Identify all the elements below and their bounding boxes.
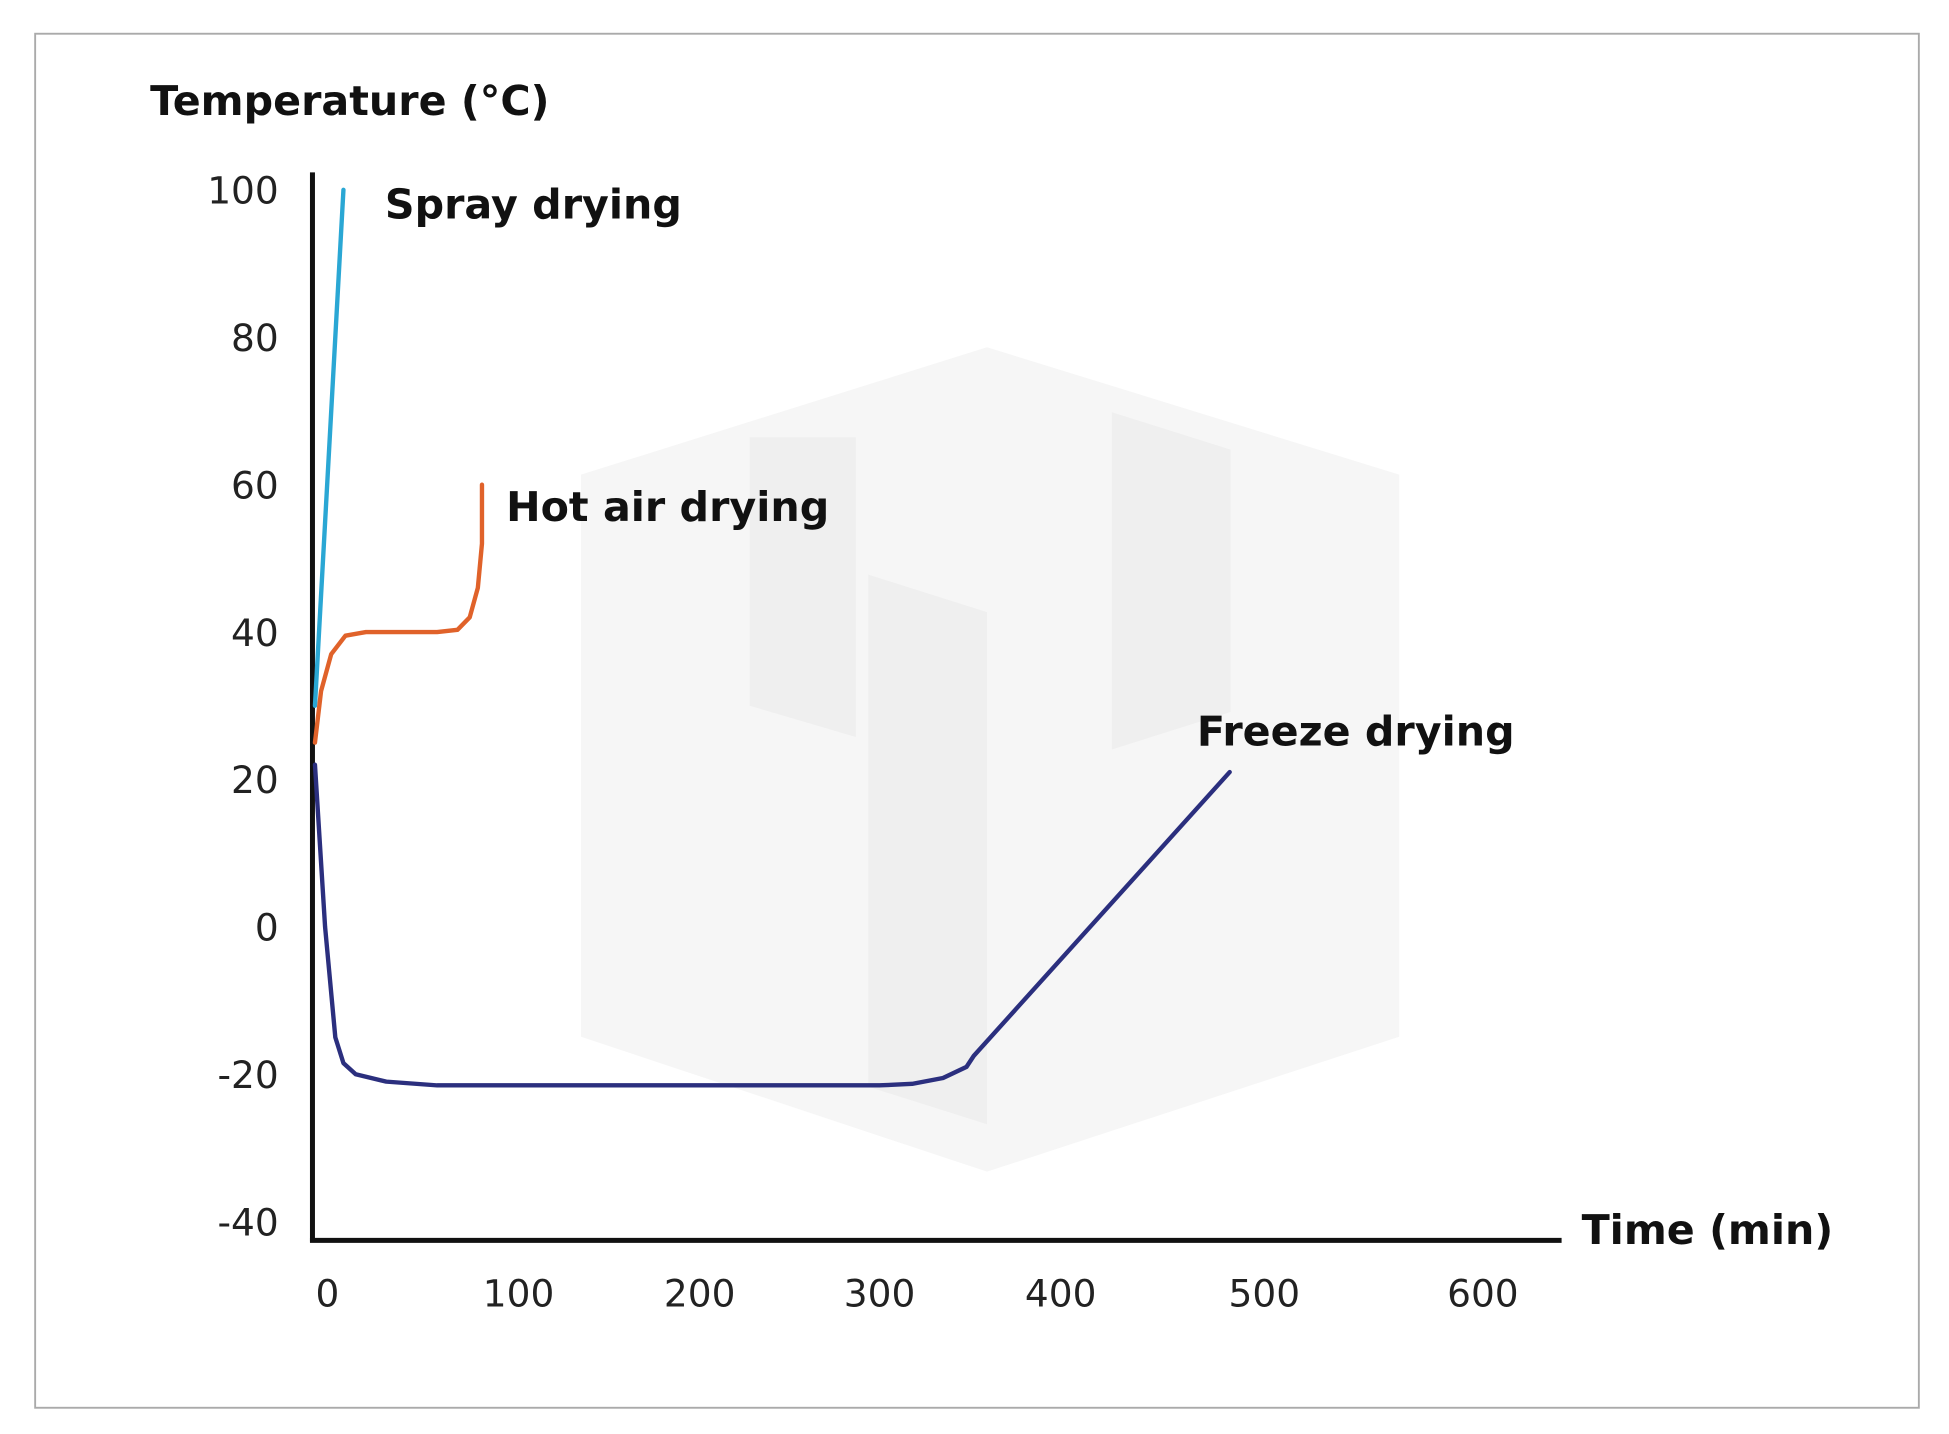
y-tick-label: -20: [218, 1053, 279, 1097]
x-tick-label: 300: [844, 1272, 916, 1316]
series-label: Freeze drying: [1197, 708, 1515, 756]
y-tick-label: -40: [218, 1200, 279, 1244]
x-tick-label: 500: [1229, 1272, 1301, 1316]
series-line-freeze-drying: [312, 762, 1232, 1088]
x-axis-label: Time (min): [1582, 1206, 1834, 1254]
x-tick-label: 100: [483, 1272, 555, 1316]
x-tick-label: 600: [1447, 1272, 1519, 1316]
y-axis-label: Temperature (°C): [150, 77, 549, 125]
series-line-spray-drying: [312, 187, 346, 708]
series-label: Hot air drying: [506, 483, 829, 531]
y-tick-label: 60: [231, 463, 279, 507]
y-tick-label: 80: [231, 316, 279, 360]
y-tick-label: 40: [231, 611, 279, 655]
series-line-hot-air-drying: [312, 482, 485, 745]
series-label: Spray drying: [385, 181, 682, 229]
x-tick-label: 200: [664, 1272, 736, 1316]
x-tick-label: 400: [1025, 1272, 1097, 1316]
x-tick-label: 0: [316, 1272, 340, 1316]
y-tick-label: 20: [231, 758, 279, 802]
axes: Temperature (°C) Time (min): [150, 77, 1833, 1254]
y-tick-label: 100: [207, 169, 279, 213]
watermark-logo: [581, 347, 1400, 1172]
y-tick-label: 0: [255, 906, 279, 950]
